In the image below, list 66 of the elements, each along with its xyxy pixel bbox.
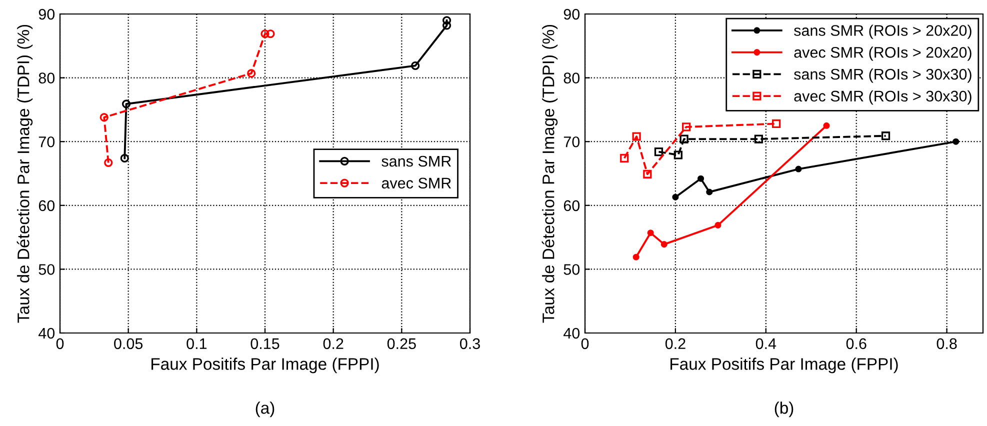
point [247, 69, 256, 78]
legend-label: sans SMR [382, 156, 451, 167]
point [442, 21, 452, 30]
point [104, 158, 113, 167]
point [754, 134, 763, 144]
point [100, 113, 108, 122]
text: (a) [256, 402, 274, 418]
point [122, 100, 131, 108]
text: (b) [774, 402, 794, 418]
y-tick-label: 70 [38, 136, 55, 148]
x-tick-label: 0.1 [186, 338, 207, 350]
y-tick-label: 60 [38, 200, 55, 212]
x-tick-label: 0.2 [665, 338, 686, 350]
point [266, 29, 275, 38]
point [714, 222, 722, 228]
x-tick-label: 0.15 [250, 338, 280, 350]
point [411, 61, 420, 70]
point [620, 154, 629, 162]
y-axis-title: Taux de Détection Par Image (TDPI) (%) [542, 24, 558, 323]
y-tick-label: 40 [38, 328, 55, 339]
y-axis-title: Taux de Détection Par Image (TDPI) (%) [16, 24, 33, 323]
point [260, 29, 270, 38]
legend-label: sans SMR (ROIs > 30x30) [794, 68, 972, 83]
point [672, 194, 679, 200]
x-tick-label: 0 [56, 338, 64, 350]
point [647, 230, 654, 236]
x-tick-label: 0 [581, 338, 589, 350]
point [795, 166, 802, 172]
x-axis-title: Faux Positifs Par Image (FPPI) [670, 358, 898, 374]
legend-label: sans SMR (ROIs > 20x20) [794, 24, 972, 39]
y-tick-label: 90 [564, 8, 580, 20]
x-tick-label: 0.05 [114, 338, 143, 350]
x-axis-title: Faux Positifs Par Image (FPPI) [152, 358, 379, 374]
point [674, 150, 682, 160]
x-tick-label: 0.8 [936, 338, 957, 350]
point [698, 175, 704, 182]
x-tick-label: 0.25 [387, 338, 416, 350]
point [772, 119, 781, 128]
y-tick-label: 50 [38, 264, 55, 275]
legend-label: avec SMR (ROIs > 20x20) [794, 46, 972, 61]
point [823, 122, 830, 129]
y-tick-label: 80 [564, 72, 580, 84]
point [682, 122, 691, 132]
legend-label: avec SMR [382, 178, 451, 189]
point [680, 134, 688, 144]
y-tick-label: 90 [38, 8, 55, 20]
y-tick-label: 80 [38, 72, 55, 84]
point [632, 132, 641, 141]
point [952, 138, 960, 145]
point [881, 132, 890, 140]
x-tick-label: 0.2 [323, 338, 344, 350]
x-tick-label: 0.3 [460, 338, 480, 350]
y-tick-label: 60 [564, 200, 580, 212]
point [660, 241, 668, 248]
point [442, 16, 452, 25]
point [654, 148, 664, 156]
point [632, 254, 640, 260]
y-tick-label: 40 [564, 328, 580, 339]
x-tick-label: 0.4 [756, 338, 776, 350]
point [120, 154, 129, 162]
y-tick-label: 70 [564, 136, 580, 148]
point [706, 188, 713, 196]
point [643, 170, 652, 178]
x-tick-label: 0.6 [846, 338, 866, 350]
legend-label: avec SMR (ROIs > 30x30) [794, 90, 972, 105]
y-tick-label: 50 [564, 264, 580, 275]
